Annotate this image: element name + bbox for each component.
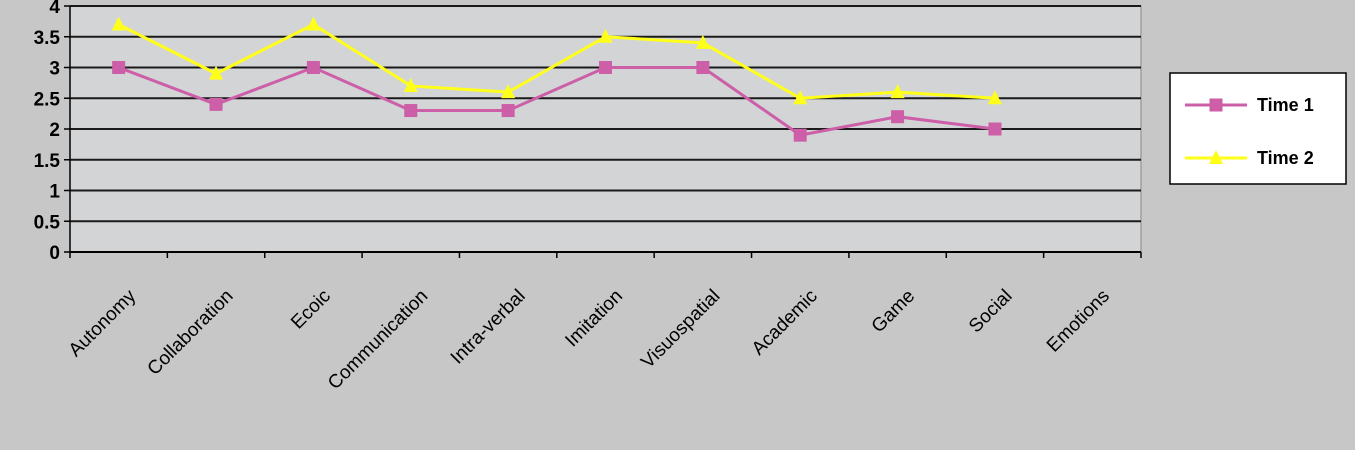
data-point (987, 90, 1002, 105)
y-tick-label: 2 (49, 120, 60, 141)
x-tick-label: Game (868, 286, 919, 337)
x-tick-label: Social (965, 286, 1016, 337)
data-point (501, 84, 516, 99)
data-point (988, 122, 1002, 136)
y-tick-label: 1.5 (34, 151, 61, 172)
legend-marker (1209, 150, 1223, 164)
y-tick-label: 1 (49, 182, 60, 203)
y-tick-label: 4 (49, 0, 60, 18)
x-tick-label: Emotions (1043, 286, 1114, 357)
data-point (403, 77, 418, 92)
series-1 (112, 61, 1002, 142)
x-tick-label: Communication (324, 286, 432, 394)
series-line (118, 65, 996, 137)
x-tick-label: Academic (748, 286, 822, 360)
data-point (891, 110, 905, 124)
data-point (209, 97, 223, 111)
legend-label: Time 2 (1257, 148, 1314, 168)
data-point (209, 65, 224, 80)
data-point (696, 61, 710, 74)
y-tick-label: 0 (49, 243, 60, 264)
data-point (306, 16, 321, 31)
data-point (599, 61, 612, 74)
series-line (118, 22, 996, 100)
data-point (890, 84, 905, 99)
legend-label: Time 1 (1257, 95, 1314, 115)
y-tick-label: 0.5 (34, 212, 61, 233)
data-point (111, 16, 126, 31)
y-tick-label: 3.5 (34, 28, 61, 49)
data-point (598, 28, 613, 43)
data-point (404, 104, 418, 118)
x-tick-label: Ecoic (287, 286, 335, 334)
series-2 (111, 16, 1002, 105)
x-tick-label: Collaboration (144, 286, 238, 380)
data-point (112, 61, 126, 74)
x-tick-label: Imitation (561, 286, 627, 352)
legend (1169, 72, 1347, 185)
legend-marker (1209, 98, 1223, 112)
data-point (695, 34, 710, 49)
data-point (501, 104, 515, 118)
data-point (793, 128, 807, 142)
y-tick-label: 3 (49, 59, 60, 80)
x-tick-label: Visuospatial (637, 286, 724, 373)
data-point (793, 90, 808, 105)
y-tick-label: 2.5 (34, 89, 61, 110)
data-point (306, 61, 320, 74)
x-tick-label: Autonomy (65, 285, 141, 361)
x-tick-label: Intra-verbal (447, 286, 530, 369)
